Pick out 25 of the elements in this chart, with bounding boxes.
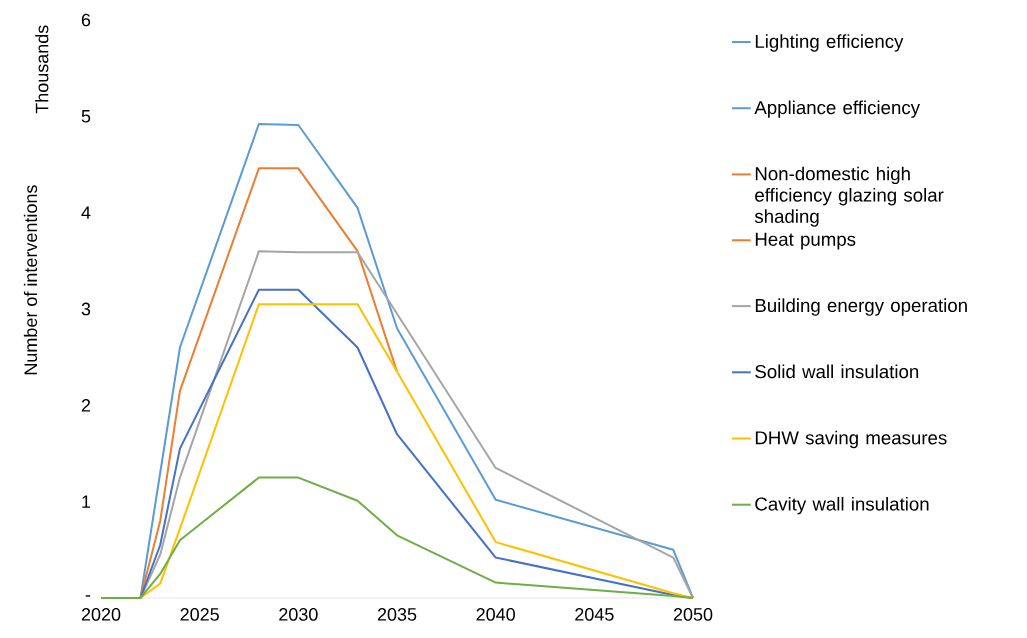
x-tick-label: 2040: [476, 608, 515, 621]
y-tick-label: 4: [81, 206, 91, 219]
x-tick-label: 2045: [575, 608, 614, 621]
text: Thousands: [35, 25, 49, 114]
y-tick-label: 2: [81, 399, 91, 412]
x-tick-label: 2050: [673, 608, 713, 621]
y-tick-label: 5: [81, 110, 91, 123]
x-tick-label: 2025: [180, 608, 219, 621]
legend-label: Appliance efficiency: [754, 100, 920, 118]
legend-label: Non-domestic high efficiency glazing solar shading: [754, 166, 944, 227]
legend-label: Heat pumps: [755, 232, 856, 250]
x-tick-label: 2020: [81, 608, 121, 621]
x-tick-label: 2030: [279, 608, 318, 621]
y-tick-label: -: [85, 595, 91, 597]
y-axis-title: Number of interventions: [23, 185, 38, 375]
legend-label: DHW saving measures: [755, 430, 947, 449]
legend-label: Cavity wall insulation: [755, 496, 929, 515]
y-tick-label: 3: [81, 302, 91, 316]
y-tick-label: 1: [82, 495, 91, 508]
x-tick-label: 2035: [377, 608, 417, 621]
legend-label: Solid wall insulation: [755, 364, 919, 379]
line-series: [100, 476, 694, 599]
y-tick-label: 6: [81, 13, 91, 27]
legend-label: Lighting efficiency: [755, 34, 904, 52]
legend-label: Building energy operation: [755, 298, 967, 316]
